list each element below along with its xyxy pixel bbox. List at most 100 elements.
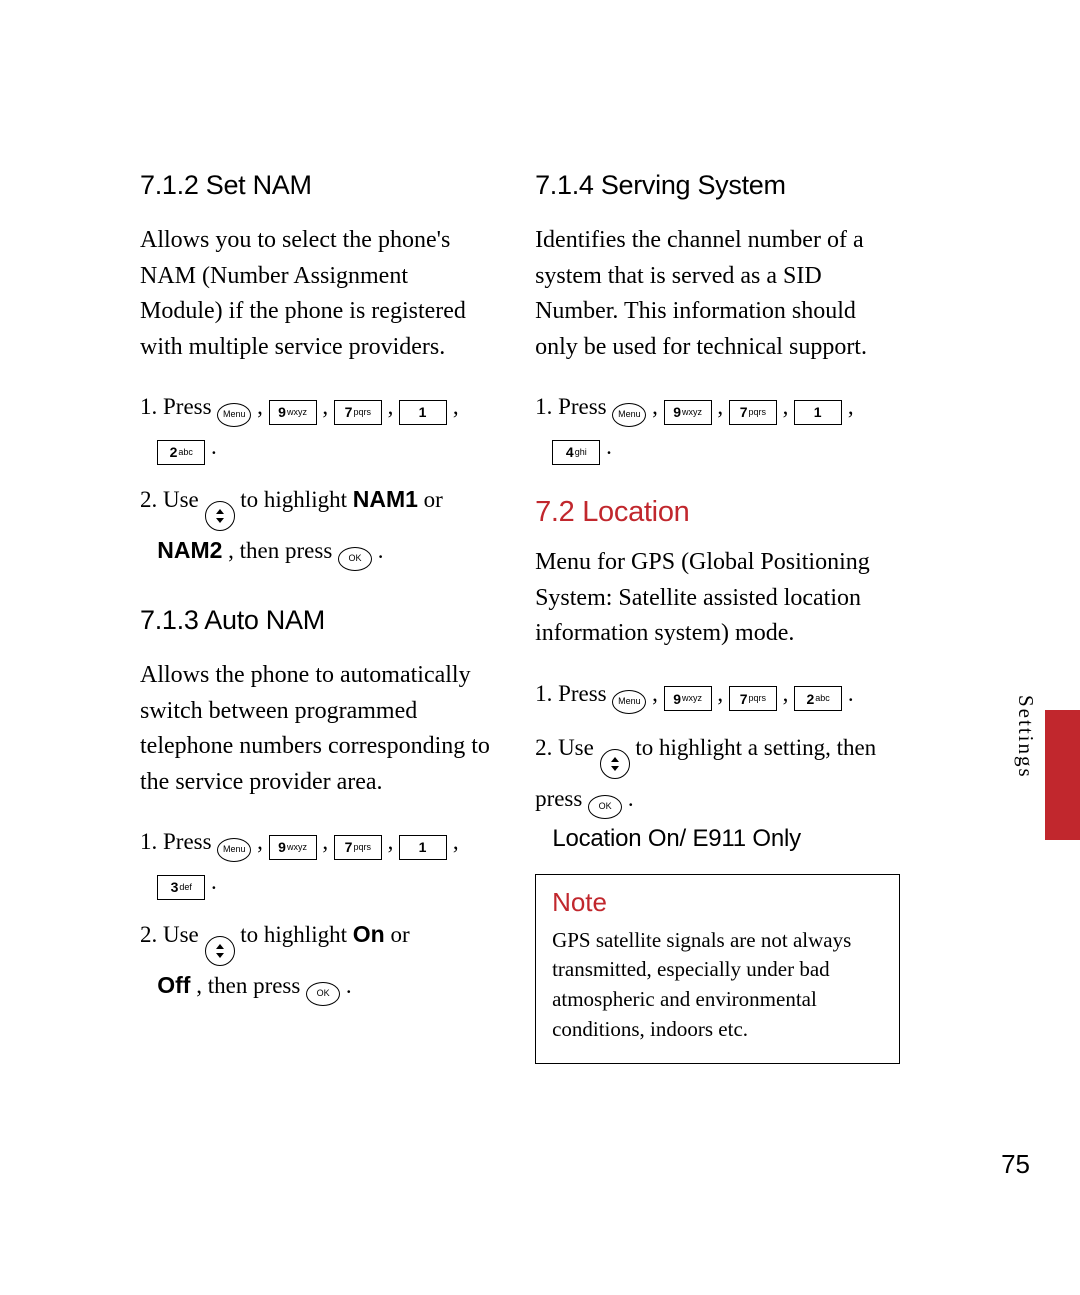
keynum: 7 — [345, 405, 353, 419]
options-72: Location On/ E911 Only — [552, 825, 801, 852]
keynum: 1 — [814, 405, 822, 419]
text: , — [717, 394, 729, 419]
text: , — [453, 394, 459, 419]
step-713-1: 1. Press Menu , 9wxyz , 7pqrs , 1 , 3def… — [140, 822, 495, 901]
text: or — [390, 922, 409, 947]
step-72-1: 1. Press Menu , 9wxyz , 7pqrs , 2abc . — [535, 674, 900, 714]
keynum: 7 — [740, 405, 748, 419]
text: 2. Use — [140, 922, 205, 947]
text: . — [848, 681, 854, 706]
text: 1. Press — [140, 394, 217, 419]
keysub: pqrs — [749, 694, 767, 703]
text: . — [211, 434, 217, 459]
text: 1. Press — [535, 681, 612, 706]
text: , — [322, 829, 334, 854]
keynum: 1 — [419, 405, 427, 419]
text: . — [346, 973, 352, 998]
text: 1. Press — [140, 829, 217, 854]
key-1-icon: 1 — [794, 400, 842, 425]
key-7-icon: 7pqrs — [729, 686, 777, 711]
keysub: pqrs — [353, 843, 371, 852]
keynum: 3 — [171, 880, 179, 894]
menu-button-icon: Menu — [217, 403, 251, 427]
side-section-label: Settings — [1013, 695, 1038, 779]
step-712-1: 1. Press Menu , 9wxyz , 7pqrs , 1 , 2abc… — [140, 387, 495, 466]
note-title: Note — [552, 887, 883, 918]
keysub: wxyz — [682, 694, 702, 703]
text: , — [388, 829, 400, 854]
key-9-icon: 9wxyz — [269, 400, 317, 425]
text: , — [783, 681, 795, 706]
heading-7-1-3: 7.1.3 Auto NAM — [140, 605, 495, 636]
keysub: abc — [178, 448, 193, 457]
text: 2. Use — [535, 735, 600, 760]
step-714-1: 1. Press Menu , 9wxyz , 7pqrs , 1 , 4ghi… — [535, 387, 900, 466]
text: , — [257, 829, 269, 854]
text: to highlight — [240, 922, 352, 947]
key-7-icon: 7pqrs — [334, 835, 382, 860]
left-column: 7.1.2 Set NAM Allows you to select the p… — [140, 170, 495, 1064]
option-nam2: NAM2 — [157, 537, 222, 563]
keysub: def — [179, 883, 192, 892]
keynum: 9 — [278, 840, 286, 854]
text: , — [783, 394, 795, 419]
step-712-2: 2. Use to highlight NAM1 or NAM2 , then … — [140, 480, 495, 571]
key-1-icon: 1 — [399, 835, 447, 860]
text: , — [652, 681, 664, 706]
keysub: wxyz — [287, 408, 307, 417]
keynum: 9 — [673, 405, 681, 419]
ok-button-icon: OK — [338, 547, 372, 571]
text: . — [606, 434, 612, 459]
option-on: On — [353, 921, 385, 947]
text: , then press — [196, 973, 306, 998]
body-7-1-3: Allows the phone to automatically switch… — [140, 658, 495, 800]
key-2-icon: 2abc — [794, 686, 842, 711]
side-tab-icon — [1045, 710, 1080, 840]
note-box: Note GPS satellite signals are not alway… — [535, 874, 900, 1064]
menu-button-icon: Menu — [217, 838, 251, 862]
body-7-1-4: Identifies the channel number of a syste… — [535, 223, 900, 365]
text: . — [211, 869, 217, 894]
step-713-2: 2. Use to highlight On or Off , then pre… — [140, 915, 495, 1006]
keynum: 9 — [673, 692, 681, 706]
keynum: 7 — [345, 840, 353, 854]
key-4-icon: 4ghi — [552, 440, 600, 465]
keynum: 9 — [278, 405, 286, 419]
text: or — [424, 487, 443, 512]
body-7-2: Menu for GPS (Global Positioning System:… — [535, 545, 900, 652]
keysub: wxyz — [287, 843, 307, 852]
right-column: 7.1.4 Serving System Identifies the chan… — [535, 170, 900, 1064]
nav-updown-icon — [205, 501, 235, 531]
text: 1. Press — [535, 394, 612, 419]
key-9-icon: 9wxyz — [664, 400, 712, 425]
key-2-icon: 2abc — [157, 440, 205, 465]
keysub: pqrs — [749, 408, 767, 417]
key-1-icon: 1 — [399, 400, 447, 425]
step-72-2: 2. Use to highlight a setting, then pres… — [535, 728, 900, 860]
heading-7-1-4: 7.1.4 Serving System — [535, 170, 900, 201]
nav-updown-icon — [205, 936, 235, 966]
key-9-icon: 9wxyz — [664, 686, 712, 711]
text: to highlight — [240, 487, 352, 512]
text: 2. Use — [140, 487, 205, 512]
keynum: 1 — [419, 840, 427, 854]
heading-7-2: 7.2 Location — [535, 496, 900, 529]
body-7-1-2: Allows you to select the phone's NAM (Nu… — [140, 223, 495, 365]
keysub: abc — [815, 694, 830, 703]
text: , — [717, 681, 729, 706]
key-9-icon: 9wxyz — [269, 835, 317, 860]
key-7-icon: 7pqrs — [729, 400, 777, 425]
keynum: 7 — [740, 692, 748, 706]
text: . — [378, 538, 384, 563]
nav-updown-icon — [600, 749, 630, 779]
text: , — [388, 394, 400, 419]
keysub: wxyz — [682, 408, 702, 417]
text: . — [628, 786, 634, 811]
menu-button-icon: Menu — [612, 690, 646, 714]
text: , then press — [228, 538, 338, 563]
note-body: GPS satellite signals are not always tra… — [552, 926, 883, 1045]
ok-button-icon: OK — [588, 795, 622, 819]
text: , — [652, 394, 664, 419]
option-off: Off — [157, 972, 190, 998]
heading-7-1-2: 7.1.2 Set NAM — [140, 170, 495, 201]
